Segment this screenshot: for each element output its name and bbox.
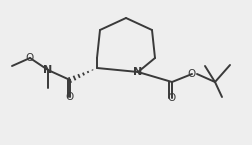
- Text: N: N: [133, 67, 142, 77]
- Text: O: O: [26, 53, 34, 63]
- Text: N: N: [43, 65, 52, 75]
- Text: O: O: [167, 93, 175, 103]
- Text: O: O: [66, 92, 74, 102]
- Text: O: O: [187, 69, 195, 79]
